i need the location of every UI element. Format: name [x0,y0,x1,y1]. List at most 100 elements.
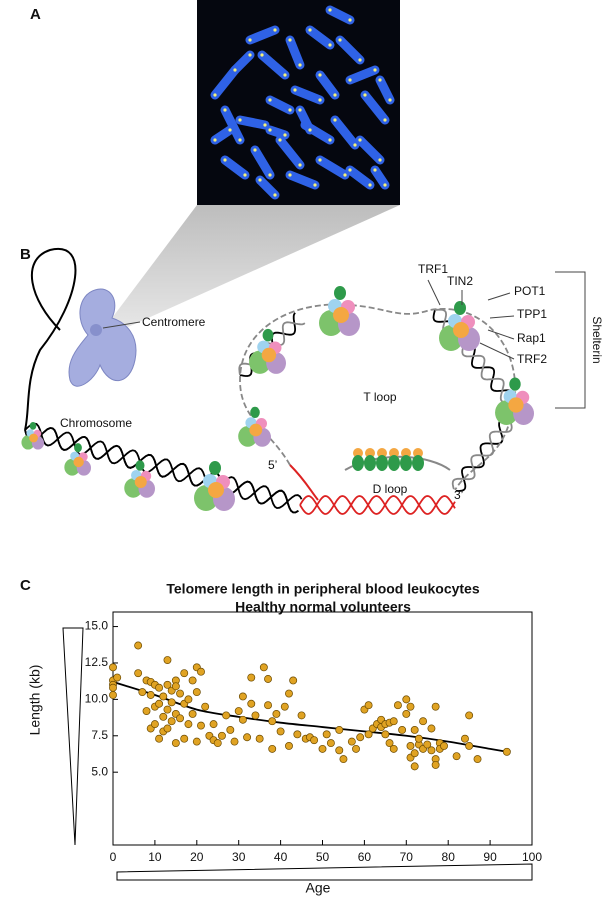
point [427,724,436,733]
telomere-dot [368,183,372,187]
label: Centromere [142,315,206,329]
y-tick-label: 5.0 [91,764,108,778]
label: TPP1 [517,307,547,321]
point [180,734,189,743]
point [109,691,117,699]
chromosome [355,135,385,165]
point [247,673,256,682]
point [335,746,344,755]
chromosome [235,115,270,130]
point [167,698,176,707]
telomere-dot [273,193,277,197]
point [192,737,201,746]
point [326,739,335,748]
point [385,739,394,748]
point [410,749,419,758]
telomere-dot [328,43,332,47]
point [142,707,151,715]
point [255,734,264,743]
point [109,683,117,692]
chromosome [257,50,290,80]
telomere-dot [318,158,322,162]
protein [388,455,400,471]
protein [376,455,388,471]
point [171,682,180,691]
point [389,744,398,753]
chromosome [315,155,350,180]
telomere-dot [308,28,312,32]
protein [352,455,364,471]
point [389,717,398,726]
telomere-dot [268,98,272,102]
point [234,707,243,715]
label: D loop [373,482,408,496]
centromere [90,324,102,336]
label: TRF2 [517,352,547,366]
point [364,701,373,710]
point [197,721,205,730]
point [176,689,184,698]
point [381,730,390,739]
telomere-dot [308,128,312,132]
point [406,702,415,711]
point [339,755,348,764]
protein [413,448,423,458]
point [322,730,331,739]
leaders [427,271,586,409]
x-tick-label: 20 [190,850,204,864]
point [414,734,423,743]
point [293,730,302,739]
point [155,734,164,743]
x-tick-label: 90 [483,850,497,864]
chromosomes [210,5,395,200]
telomere-dot [233,68,237,72]
point [146,691,155,699]
x-tick-label: 100 [522,850,542,864]
telomere-dot [273,28,277,32]
point [230,737,239,746]
panel-label: A [30,6,41,23]
point [226,726,235,734]
telomere-dot [333,93,337,97]
telomere-dot [213,138,217,142]
telomere-dot [288,108,292,112]
shelterin [238,406,271,447]
point [280,702,289,711]
telomere-dot [318,98,322,102]
protein [401,448,411,458]
point [213,739,222,748]
x-tick-label: 60 [358,850,372,864]
point [163,656,172,665]
point [465,742,474,750]
telomere-dot [223,108,227,112]
point [188,709,197,718]
telomere-dot [313,183,317,187]
telomere-dot [238,138,242,142]
zoom-funnel [112,205,400,327]
label: TRF1 [418,262,448,276]
x-tick-label: 30 [232,850,246,864]
chromosome [285,35,305,70]
y-tick-label: 12.5 [85,655,109,669]
chromosome [220,105,245,145]
y-tick-label: 10.0 [85,692,109,706]
point [364,730,373,739]
label: T loop [363,390,396,404]
telomere-dot [278,138,282,142]
protein [400,455,412,471]
point [347,737,356,746]
protein [365,448,375,458]
chromosome [290,85,325,105]
chromosome [315,70,340,100]
chromosome [265,95,295,115]
y-tick-label: 7.5 [91,728,108,742]
x-axis-label: Age [306,880,331,896]
strand [451,419,513,490]
point [155,683,164,692]
chart: Telomere length in peripheral blood leuk… [27,581,543,896]
telomere-dot [238,118,242,122]
point [289,676,298,685]
point [159,712,168,721]
point [209,720,218,729]
